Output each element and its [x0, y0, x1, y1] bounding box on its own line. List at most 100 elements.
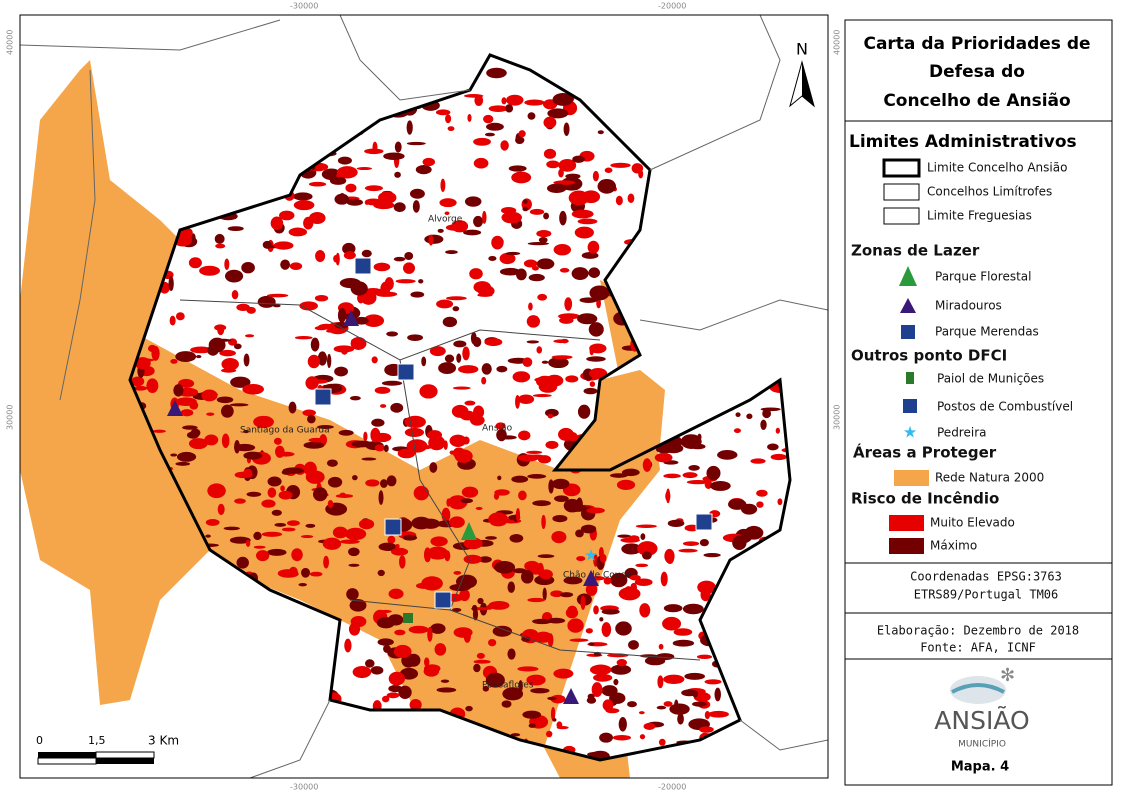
risk-patch [558, 168, 564, 178]
risk-patch [482, 210, 487, 224]
risk-patch [204, 434, 219, 446]
risk-patch [407, 334, 424, 341]
risk-patch [178, 378, 195, 389]
risk-patch [529, 208, 545, 215]
risk-patch [655, 445, 674, 454]
risk-patch [424, 234, 444, 244]
risk-patch [403, 262, 416, 274]
risk-patch [469, 268, 483, 280]
risk-patch [415, 164, 432, 175]
risk-patch [394, 629, 406, 636]
risk-patch [577, 313, 598, 325]
risk-patch [219, 349, 236, 357]
risk-patch [399, 555, 406, 569]
risk-patch [289, 262, 303, 270]
risk-patch [373, 262, 391, 272]
risk-patch [335, 252, 340, 266]
risk-patch [665, 491, 671, 502]
risk-patch [580, 524, 597, 534]
risk-patch [536, 258, 555, 270]
risk-patch [522, 357, 533, 367]
risk-patch [448, 495, 468, 510]
risk-patch [502, 687, 524, 701]
risk-patch [404, 251, 414, 261]
risk-patch [442, 316, 458, 328]
natura-west [20, 60, 210, 705]
risk-patch [261, 499, 276, 508]
risk-patch [526, 340, 539, 344]
risk-patch [421, 356, 427, 367]
risk-patch [610, 572, 628, 588]
risk-patch [275, 445, 285, 458]
risk-patch [429, 462, 438, 473]
risk-patch [579, 297, 598, 303]
risk-patch [576, 556, 586, 562]
risk-patch [358, 519, 375, 530]
risk-patch [452, 306, 460, 312]
risk-patch [214, 233, 225, 244]
risk-patch [589, 664, 612, 676]
risk-patch [205, 519, 220, 526]
risk-patch [560, 338, 569, 344]
risk-patch [427, 626, 433, 642]
risk-patch [616, 479, 636, 490]
title: Carta da Prioridades de [863, 34, 1090, 54]
risk-patch [615, 195, 623, 206]
risk-patch [421, 584, 437, 589]
risk-patch [770, 453, 787, 461]
risk-patch [188, 438, 208, 450]
risk-patch [361, 249, 372, 258]
risk-patch [552, 515, 568, 523]
risk-patch [455, 574, 477, 589]
risk-patch [464, 196, 482, 207]
risk-patch [299, 301, 318, 311]
risk-patch [246, 491, 262, 497]
risk-patch [583, 387, 598, 395]
risk-patch [423, 664, 441, 673]
risk-patch [186, 431, 199, 439]
risk-patch [365, 659, 375, 668]
risk-patch [196, 355, 202, 359]
risk-patch [735, 412, 741, 418]
place-label: Chão de Couce [563, 571, 631, 581]
risk-patch [169, 315, 176, 326]
risk-patch [352, 475, 358, 481]
risk-patch [287, 520, 300, 526]
risk-patch [281, 527, 296, 532]
risk-patch [302, 409, 316, 417]
risk-patch [488, 255, 497, 261]
risk-patch [215, 338, 232, 342]
risk-patch [681, 689, 698, 697]
risk-patch [372, 141, 378, 153]
risk-patch [554, 495, 569, 502]
risk-patch [635, 563, 649, 568]
legend-heading: Áreas a Proteger [853, 443, 997, 462]
risk-patch [740, 503, 758, 515]
risk-patch [623, 586, 633, 599]
title: Defesa do [929, 62, 1025, 82]
risk-patch [589, 285, 610, 301]
risk-patch [628, 640, 639, 650]
risk-patch [329, 176, 347, 185]
risk-patch [300, 535, 314, 539]
risk-patch [462, 346, 470, 361]
risk-patch [288, 227, 308, 237]
risk-patch [428, 549, 442, 554]
risk-patch [337, 308, 347, 323]
risk-patch [537, 554, 555, 559]
risk-patch [391, 547, 409, 556]
risk-patch [430, 536, 448, 547]
risk-patch [559, 316, 574, 324]
risk-patch [338, 429, 354, 436]
risk-patch [476, 652, 485, 659]
logo-text: ANSIÃO [934, 705, 1029, 735]
risk-patch [404, 415, 426, 428]
risk-patch [491, 235, 504, 250]
risk-patch [348, 563, 360, 567]
risk-patch [267, 476, 282, 487]
risk-patch [346, 198, 363, 206]
risk-patch [175, 312, 185, 321]
risk-patch [253, 531, 262, 541]
risk-patch [577, 218, 598, 225]
risk-patch [589, 381, 596, 387]
